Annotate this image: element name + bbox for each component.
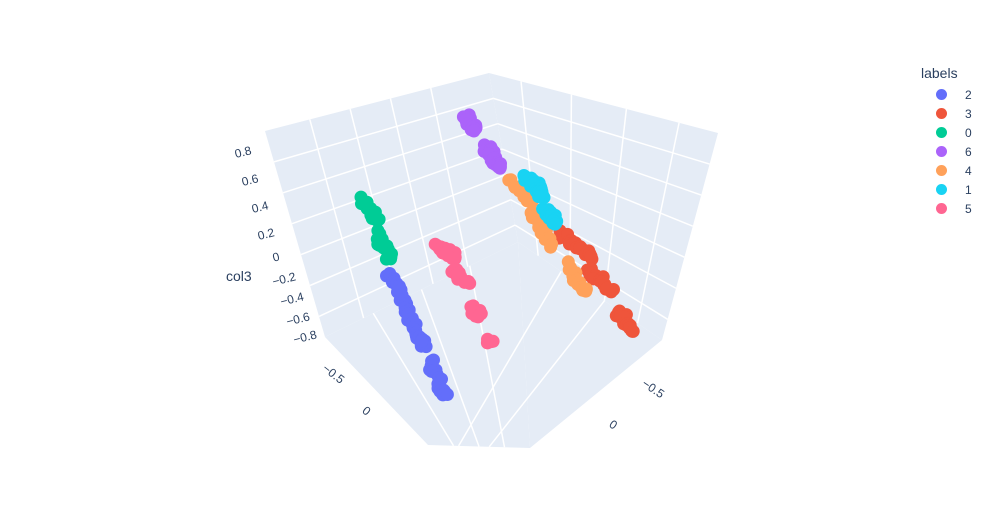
z-tick-label: −0.8 xyxy=(292,327,319,346)
gridline-left-h-0 xyxy=(273,97,494,163)
legend-marker-icon xyxy=(936,108,947,119)
legend-label: 0 xyxy=(965,125,972,140)
scatter-point xyxy=(467,124,481,138)
gridline-floor-a-0 xyxy=(372,312,455,447)
legend-title: labels xyxy=(921,65,958,81)
legend-item-5[interactable]: 5 xyxy=(921,199,972,218)
legend-label: 5 xyxy=(965,201,972,216)
legend-marker-icon xyxy=(936,89,947,100)
legend-marker-icon xyxy=(936,203,947,214)
gridline-right-v-2 xyxy=(603,108,628,301)
series-6 xyxy=(456,108,507,175)
legend-item-0[interactable]: 0 xyxy=(921,123,972,142)
legend-label: 3 xyxy=(965,106,972,121)
y-tick-label: −0.5 xyxy=(320,361,348,387)
x-tick-label: −0.5 xyxy=(639,376,667,401)
legend-item-4[interactable]: 4 xyxy=(921,161,972,180)
gridline-floor-a-2 xyxy=(469,265,506,448)
scatter-point xyxy=(415,334,429,348)
gridline-floor-b-1 xyxy=(488,300,605,448)
legend-item-1[interactable]: 1 xyxy=(921,180,972,199)
z-tick-label: 0.4 xyxy=(250,198,270,216)
legend-marker-icon xyxy=(936,165,947,176)
series-2 xyxy=(380,267,454,402)
z-tick-label: 0 xyxy=(271,249,281,264)
gridline-right-h-2 xyxy=(501,148,694,227)
legend-label: 6 xyxy=(965,144,972,159)
gridline-floor-a-1 xyxy=(420,289,480,447)
gridline-right-h-0 xyxy=(493,97,710,165)
z-tick-label: −0.2 xyxy=(271,269,298,288)
scatter-point xyxy=(600,281,614,295)
scatter-point xyxy=(448,252,462,266)
legend-item-6[interactable]: 6 xyxy=(921,142,972,161)
scatter-point xyxy=(626,324,640,338)
gridline-left-h-4 xyxy=(309,199,512,287)
scatter-markers xyxy=(354,108,640,402)
z-tick-label: 0.6 xyxy=(240,171,260,189)
series-3 xyxy=(552,224,640,338)
scatter-point xyxy=(471,310,485,324)
scene-plane-1 xyxy=(489,73,718,340)
scatter-point xyxy=(481,332,494,346)
gridline-left-v-3 xyxy=(430,87,469,267)
scatter-point xyxy=(544,238,558,252)
gridline-left-v-0 xyxy=(309,119,365,319)
scatter-point xyxy=(548,217,562,231)
z-tick-label: −0.6 xyxy=(285,309,312,328)
scatter-point xyxy=(379,252,393,266)
z-tick-label: 0.2 xyxy=(256,225,276,243)
x-tick-label: 0 xyxy=(607,417,621,433)
gridline-left-h-1 xyxy=(282,122,498,194)
legend-item-2[interactable]: 2 xyxy=(921,85,972,104)
gridline-left-v-2 xyxy=(389,98,434,284)
gridline-right-v-3 xyxy=(636,122,680,324)
legend-label: 1 xyxy=(965,182,972,197)
legend-label: 2 xyxy=(965,87,972,102)
gridline-right-h-1 xyxy=(497,122,702,196)
scatter-point xyxy=(460,275,474,289)
y-tick-label: 0 xyxy=(360,403,374,418)
gridline-left-h-2 xyxy=(291,148,503,225)
z-tick-label: −0.4 xyxy=(279,289,306,308)
gridline-left-h-3 xyxy=(300,173,507,256)
legend-marker-icon xyxy=(936,184,947,195)
series-1 xyxy=(517,169,564,231)
scatter-point xyxy=(367,208,381,222)
gridline-left-h-5 xyxy=(318,224,516,318)
legend: labels 2 3 0 6 4 1 5 xyxy=(921,65,972,218)
series-0 xyxy=(354,190,398,266)
legend-item-3[interactable]: 3 xyxy=(921,104,972,123)
scatter-point xyxy=(579,282,593,296)
scatter-point xyxy=(493,161,507,175)
series-5 xyxy=(428,237,500,350)
legend-marker-icon xyxy=(936,127,947,138)
legend-label: 4 xyxy=(965,163,972,178)
scene-plane-3 xyxy=(518,242,662,448)
scatter-point xyxy=(440,388,454,401)
scatter-point xyxy=(584,249,598,263)
gridline-floor-b-0 xyxy=(457,271,562,447)
legend-marker-icon xyxy=(936,146,947,157)
series-4 xyxy=(502,173,593,298)
z-tick-label: 0.8 xyxy=(233,143,253,161)
scatter-point xyxy=(532,190,546,204)
z-axis-title: col3 xyxy=(226,268,252,284)
